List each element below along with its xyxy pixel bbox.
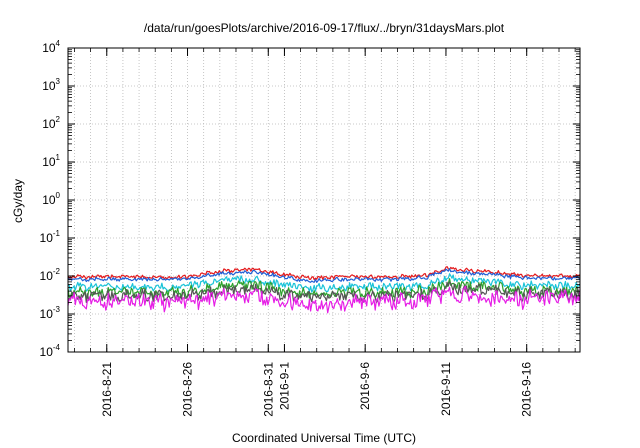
y-tick-label: 104 (42, 39, 60, 55)
y-tick-label: 10-3 (40, 305, 61, 321)
series-line-red (67, 266, 581, 281)
y-tick-label: 101 (42, 153, 60, 169)
grid-lines (68, 48, 580, 352)
x-tick-label: 2016-9-6 (358, 362, 372, 410)
data-series-group (67, 266, 581, 314)
x-tick-label: 2016-9-16 (520, 362, 534, 417)
series-line-cyan (67, 273, 581, 293)
y-tick-label: 100 (42, 191, 60, 207)
chart-title: /data/run/goesPlots/archive/2016-09-17/f… (144, 21, 505, 35)
plot-frame (67, 47, 581, 353)
x-tick-label: 2016-9-11 (439, 362, 453, 416)
y-axis-label: cGy/day (11, 179, 25, 223)
series-line-magenta (67, 285, 581, 314)
y-tick-label: 103 (42, 77, 60, 93)
x-axis-label: Coordinated Universal Time (UTC) (232, 431, 416, 445)
x-tick-label: 2016-8-31 (261, 362, 275, 417)
y-tick-labels: 10-4 10-3 10-2 10-1 100 101 102 103 104 (40, 39, 61, 359)
x-tick-label: 2016-9-1 (277, 362, 291, 410)
series-line-dark (67, 281, 581, 304)
x-tick-labels: 2016-8-21 2016-8-26 2016-8-31 2016-9-1 2016-… (100, 362, 534, 417)
y-tick-label: 10-1 (40, 229, 61, 245)
y-tick-label: 10-2 (40, 267, 61, 283)
x-tick-label: 2016-8-21 (100, 362, 114, 417)
y-tick-label: 10-4 (40, 343, 61, 359)
y-tick-label: 102 (42, 115, 60, 131)
x-tick-label: 2016-8-26 (181, 362, 195, 417)
series-line-blue (67, 268, 581, 283)
